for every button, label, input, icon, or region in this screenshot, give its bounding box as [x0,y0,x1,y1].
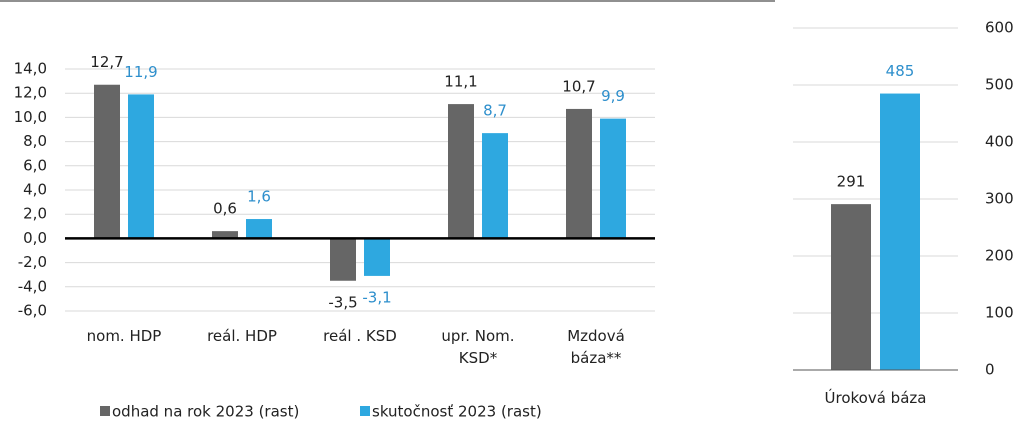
y-tick-label: 14,0 [14,60,47,78]
data-label: 0,6 [213,200,237,218]
bar [94,84,120,239]
x-tick-label: nom. HDP [86,327,162,345]
y-tick-label: 12,0 [14,84,47,102]
data-label: 8,7 [483,102,507,120]
y-tick-label: 300 [985,190,1014,208]
bar [566,108,592,239]
bar [880,93,920,371]
y-tick-label: 200 [985,247,1014,265]
data-label: 11,9 [124,63,157,81]
data-label: 485 [886,62,915,80]
y-tick-label: 600 [985,19,1014,37]
y-tick-label: 4,0 [23,181,47,199]
bar [212,231,238,239]
bar [246,219,272,239]
bar [128,94,154,239]
data-label: 1,6 [247,188,271,206]
data-label: 10,7 [562,77,595,95]
data-label: 12,7 [90,53,123,71]
data-label: -3,5 [328,293,357,311]
bar [482,133,508,239]
y-tick-label: -2,0 [18,253,47,271]
x-tick-label: reál. HDP [207,327,277,345]
x-tick-label: Úroková báza [824,389,927,407]
legend-label: skutočnosť 2023 (rast) [372,403,542,421]
legend-label: odhad na rok 2023 (rast) [112,403,299,421]
data-label: 291 [837,173,866,191]
bar [600,118,626,239]
y-tick-label: 2,0 [23,205,47,223]
data-label: 9,9 [601,87,625,105]
y-tick-label: 500 [985,76,1014,94]
x-tick-label: reál . KSD [323,327,397,345]
y-tick-label: 8,0 [23,132,47,150]
x-tick-label: upr. Nom. KSD* [441,327,515,367]
legend-swatch [360,406,370,416]
y-tick-label: 10,0 [14,108,47,126]
y-tick-label: 400 [985,133,1014,151]
y-tick-label: -4,0 [18,277,47,295]
bar [330,238,356,281]
bar [364,238,390,276]
data-label: 11,1 [444,73,477,91]
x-tick-label: Mzdová báza** [567,327,625,367]
y-tick-label: 0 [985,361,995,379]
data-label: -3,1 [362,288,391,306]
legend-swatch [100,406,110,416]
y-tick-label: 6,0 [23,156,47,174]
y-tick-label: -6,0 [18,302,47,320]
bar [831,204,871,370]
y-tick-label: 100 [985,304,1014,322]
y-tick-label: 0,0 [23,229,47,247]
bar [448,104,474,239]
